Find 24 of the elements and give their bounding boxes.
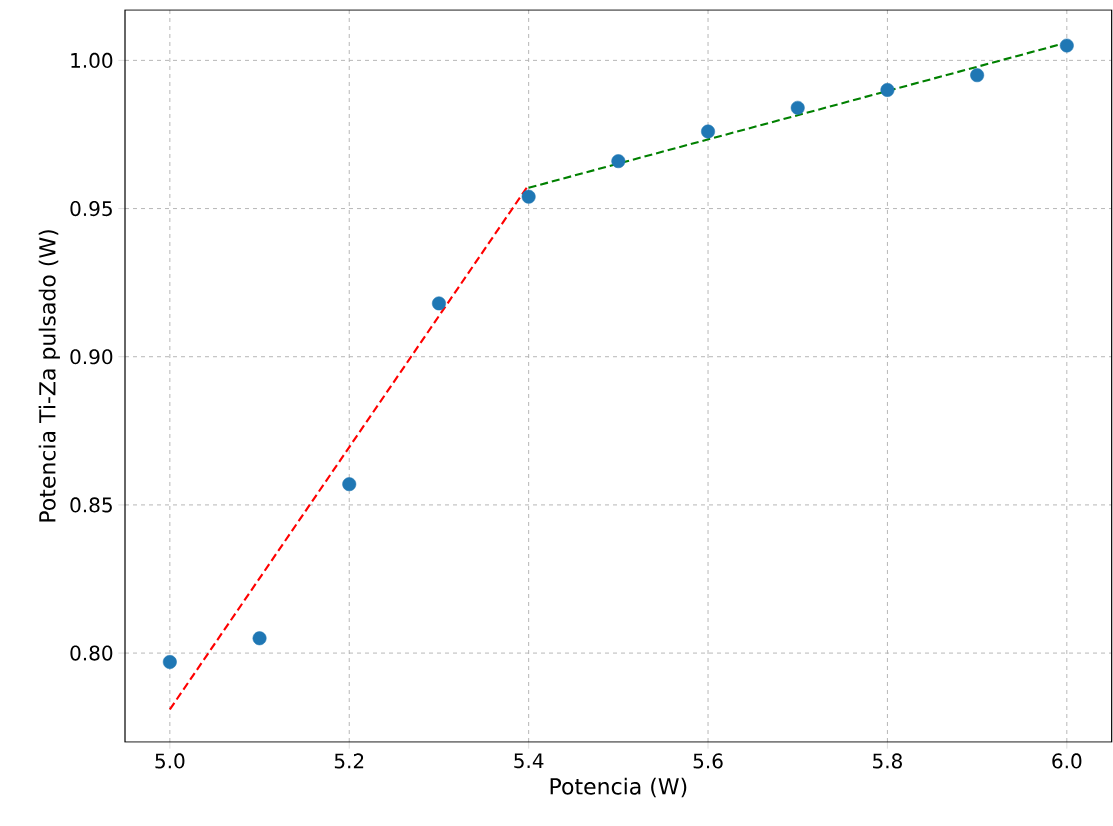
point — [432, 296, 446, 311]
x-tick-label: 5.0 — [155, 753, 185, 769]
y-axis-title: Potencia Ti-Za pulsado (W) — [38, 230, 60, 522]
x-tick-label: 5.2 — [334, 753, 364, 769]
point — [970, 68, 985, 83]
y-tick-label: 0.95 — [70, 200, 112, 217]
point — [162, 655, 177, 669]
y-tick-label: 0.90 — [70, 349, 113, 365]
point — [521, 189, 536, 204]
point — [701, 124, 715, 139]
x-tick-label: 5.8 — [873, 753, 902, 769]
point — [252, 631, 267, 646]
y-tick-label: 0.85 — [70, 497, 112, 513]
point — [790, 100, 805, 115]
point — [342, 477, 357, 492]
x-tick-label: 5.6 — [693, 753, 723, 769]
x-axis-title: Potencia (W) — [550, 777, 687, 798]
point — [611, 154, 626, 169]
y-tick-label: 0.80 — [70, 645, 113, 661]
y-tick-label: 1.00 — [71, 52, 113, 68]
point — [880, 83, 895, 97]
x-tick-label: 5.4 — [514, 753, 544, 769]
point — [1059, 38, 1074, 53]
x-tick-label: 6.0 — [1052, 753, 1082, 769]
